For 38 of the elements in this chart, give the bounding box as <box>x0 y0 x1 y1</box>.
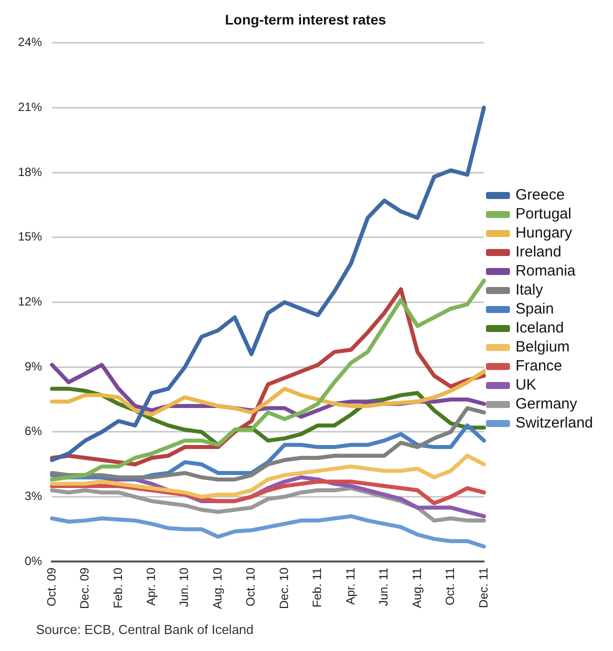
x-tick-label: Dec. 09 <box>78 567 92 609</box>
legend-label: UK <box>515 376 536 394</box>
x-tick-label: Apr. 11 <box>343 567 358 605</box>
y-tick-label: 24% <box>18 35 42 50</box>
y-tick-label: 0% <box>24 554 42 568</box>
y-tick-label: 18% <box>18 164 42 179</box>
source-note: Source: ECB, Central Bank of Iceland <box>36 622 254 637</box>
x-tick-label: Apr. 10 <box>144 567 158 606</box>
legend-label: Ireland <box>515 244 562 261</box>
legend-label: Italy <box>515 282 544 299</box>
legend-label: Hungary <box>515 224 573 242</box>
x-tick-label: Feb. 11 <box>310 567 324 608</box>
y-tick-label: 15% <box>18 230 42 244</box>
x-tick-label: Oct. 10 <box>244 567 258 606</box>
x-tick-label: Dec. 11 <box>476 567 490 608</box>
legend-label: France <box>515 358 562 375</box>
y-tick-label: 9% <box>24 359 42 374</box>
legend-label: Iceland <box>515 320 564 337</box>
x-tick-label: Jun. 10 <box>177 567 192 608</box>
y-tick-label: 12% <box>18 294 42 309</box>
x-tick-label: Dec. 10 <box>276 567 291 609</box>
x-tick-label: Oct. 09 <box>44 567 58 606</box>
x-tick-label: Jun. 11 <box>376 567 391 606</box>
x-tick-label: Aug. 10 <box>210 567 224 610</box>
x-tick-label: Aug. 11 <box>410 567 424 608</box>
legend-label: Switzerland <box>515 414 594 432</box>
legend-label: Germany <box>515 396 578 413</box>
legend-label: Spain <box>515 300 554 318</box>
x-tick-label: Feb. 10 <box>110 567 125 608</box>
legend-label: Romania <box>515 262 576 280</box>
chart-title: Long-term interest rates <box>224 11 386 28</box>
legend-label: Greece <box>515 186 565 204</box>
y-tick-label: 21% <box>18 100 42 114</box>
legend-label: Belgium <box>515 338 570 356</box>
x-tick-label: Oct. 11 <box>443 567 458 606</box>
y-tick-label: 6% <box>24 424 42 438</box>
y-tick-label: 3% <box>24 489 42 504</box>
legend-label: Portugal <box>515 206 572 223</box>
